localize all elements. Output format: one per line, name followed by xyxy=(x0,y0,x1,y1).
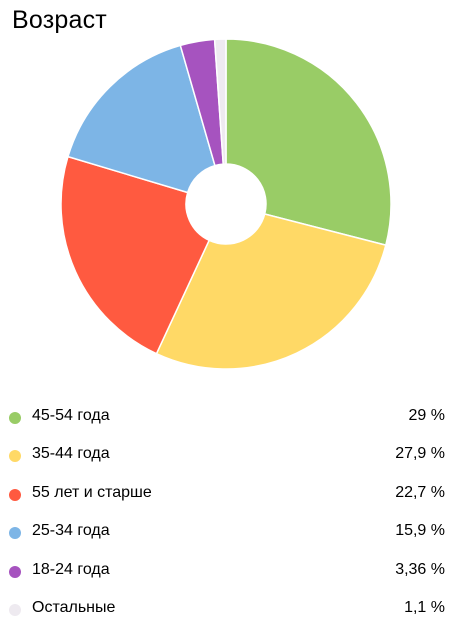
legend-color-dot xyxy=(9,412,21,424)
pie-slice-2 xyxy=(155,213,387,370)
pie-slice-6 xyxy=(213,38,227,165)
legend-label: 55 лет и старше xyxy=(32,483,152,501)
pie-slice-3 xyxy=(60,155,211,355)
legend-label: 35-44 года xyxy=(32,445,110,463)
legend-color-dot xyxy=(9,603,21,616)
pie-slice-1 xyxy=(225,38,392,247)
legend-item: 25-34 года 15,9 % xyxy=(0,512,463,550)
legend-value: 3,36 % xyxy=(395,560,445,578)
legend-item: Остальные 1,1 % xyxy=(0,589,463,627)
donut-chart xyxy=(60,38,392,370)
legend-value: 29 % xyxy=(408,407,445,424)
legend-label: 18-24 года xyxy=(32,560,110,578)
legend-value: 22,7 % xyxy=(395,483,445,501)
legend-color-dot xyxy=(9,450,21,463)
legend-item: 35-44 года 27,9 % xyxy=(0,435,463,473)
legend-color-dot xyxy=(9,565,21,578)
legend-value: 1,1 % xyxy=(404,598,445,616)
legend-color-dot xyxy=(9,488,21,501)
legend-label: 25-34 года xyxy=(32,522,110,540)
legend-label: Остальные xyxy=(32,598,116,616)
legend-item: 45-54 года 29 % xyxy=(0,397,463,435)
pie-slice-4 xyxy=(67,44,216,194)
legend-value: 27,9 % xyxy=(395,445,445,463)
chart-legend: 45-54 года 29 % 35-44 года 27,9 % 55 лет и с… xyxy=(0,397,463,627)
legend-item: 55 лет и старше 22,7 % xyxy=(0,474,463,512)
legend-item: 18-24 года 3,36 % xyxy=(0,551,463,589)
legend-label: 45-54 года xyxy=(32,407,110,424)
legend-value: 15,9 % xyxy=(395,522,445,540)
legend-color-dot xyxy=(9,527,21,540)
chart-title: Возраст xyxy=(12,6,107,34)
